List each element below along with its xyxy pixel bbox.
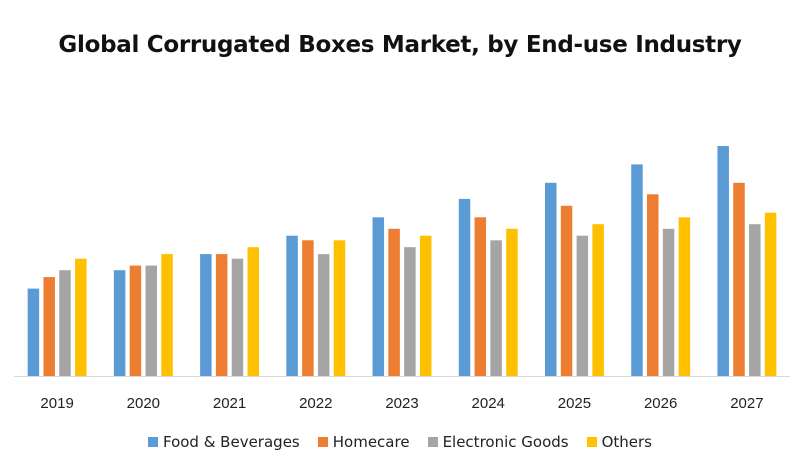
legend-swatch	[147, 437, 158, 447]
bar-others-2020	[161, 254, 173, 376]
bar-food-beverages-2025	[544, 182, 557, 376]
bar-others-2021	[247, 247, 260, 376]
legend: Food & Beverages Homecare Electronic Goods…	[0, 433, 800, 451]
x-tick-label-2026: 2026	[644, 395, 677, 412]
bar-others-2019	[75, 258, 87, 376]
bar-electronic-goods-2019	[59, 270, 71, 376]
bar-electronic-goods-2021	[231, 258, 244, 376]
x-tick-label-2025: 2025	[558, 395, 591, 412]
bar-homecare-2019	[43, 277, 55, 376]
x-tick-label-2019: 2019	[40, 395, 73, 412]
bar-food-beverages-2027	[717, 146, 729, 376]
bar-electronic-goods-2022	[317, 254, 330, 376]
x-tick-label-2027: 2027	[730, 395, 763, 412]
bar-others-2026	[678, 217, 691, 376]
bar-food-beverages-2022	[286, 235, 298, 376]
legend-label: Food & Beverages	[162, 433, 300, 451]
bar-food-beverages-2023	[372, 217, 385, 376]
bar-food-beverages-2020	[113, 270, 126, 376]
x-tick-label-2020: 2020	[127, 395, 160, 412]
bar-electronic-goods-2024	[490, 240, 502, 376]
bar-others-2022	[333, 240, 346, 376]
bar-homecare-2021	[215, 254, 228, 376]
legend-swatch	[317, 437, 328, 447]
legend-swatch	[586, 437, 597, 447]
bar-food-beverages-2021	[200, 254, 212, 376]
legend-item-homecare: Homecare	[317, 433, 410, 451]
bar-food-beverages-2026	[631, 164, 643, 376]
legend-swatch	[427, 437, 438, 447]
bar-food-beverages-2019	[27, 288, 40, 376]
x-tick-label-2021: 2021	[213, 395, 246, 412]
legend-item-others: Others	[586, 433, 652, 451]
bar-electronic-goods-2026	[662, 228, 675, 376]
bar-food-beverages-2024	[458, 198, 471, 376]
legend-item-electronic-goods: Electronic Goods	[427, 433, 569, 451]
bar-homecare-2024	[474, 217, 487, 376]
x-tick-labels: 2019 2020 2021 2022 2023 2024 2025 2026 2027	[40, 395, 763, 412]
legend-label: Electronic Goods	[442, 433, 569, 451]
bar-others-2027	[764, 212, 777, 376]
bar-others-2023	[419, 235, 432, 376]
x-tick-label-2024: 2024	[472, 395, 505, 412]
bar-homecare-2020	[129, 265, 142, 376]
legend-label: Homecare	[332, 433, 410, 451]
chart-title: Global Corrugated Boxes Market, by End-u…	[58, 32, 742, 58]
bar-group	[27, 146, 777, 376]
bar-electronic-goods-2023	[404, 247, 416, 376]
bar-electronic-goods-2027	[749, 224, 761, 376]
bar-others-2025	[592, 224, 604, 376]
bar-homecare-2023	[388, 228, 400, 376]
legend-label: Others	[601, 433, 652, 451]
bar-homecare-2025	[560, 205, 573, 376]
x-tick-label-2022: 2022	[299, 395, 332, 412]
legend-item-food-beverages: Food & Beverages	[147, 433, 300, 451]
bar-electronic-goods-2025	[576, 235, 589, 376]
chart-plot-area: 2019 2020 2021 2022 2023 2024 2025 2026 2027	[14, 146, 790, 412]
x-tick-label-2023: 2023	[385, 395, 418, 412]
bar-homecare-2027	[733, 182, 745, 376]
bar-others-2024	[506, 228, 518, 376]
bar-homecare-2022	[302, 240, 314, 376]
bar-electronic-goods-2020	[145, 265, 157, 376]
bar-homecare-2026	[647, 194, 659, 376]
